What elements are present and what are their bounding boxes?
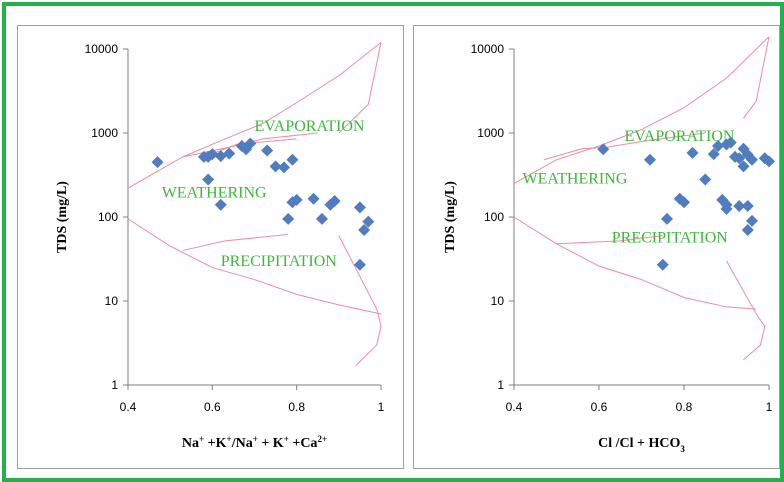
data-point <box>278 161 291 174</box>
data-point <box>733 200 746 213</box>
region-label-precipitation: PRECIPITATION <box>612 229 729 246</box>
data-point <box>737 160 750 173</box>
data-point <box>269 160 282 173</box>
region-label-evaporation: EVAPORATION <box>255 118 365 135</box>
x-tick-label: 1 <box>766 400 773 414</box>
y-tick-label: 10 <box>105 294 119 308</box>
data-point <box>202 173 215 186</box>
data-point <box>358 224 371 237</box>
chart-panel-left: 1 10 100 1000 10000 0.4 0.6 0.8 1 EVAPORATION WEAT… <box>17 25 404 469</box>
data-point <box>597 143 610 156</box>
x-tick-label: 0.6 <box>204 400 221 414</box>
gibbs-plot-cations: 1 10 100 1000 10000 0.4 0.6 0.8 1 EVAPORATION WEAT… <box>55 41 385 451</box>
evaporation-divider <box>543 148 583 161</box>
inner-upper-line <box>581 132 706 150</box>
y-tick-label: 100 <box>484 210 504 224</box>
data-point <box>290 193 303 206</box>
boundary-upper-curve <box>127 41 382 189</box>
data-point <box>328 195 341 208</box>
y-tick-label: 10 <box>491 294 505 308</box>
y-tick-label: 10000 <box>85 42 119 56</box>
x-tick-label: 0.6 <box>591 400 608 414</box>
data-point <box>712 140 724 153</box>
data-point <box>678 196 690 209</box>
inner-lower-line <box>182 233 289 251</box>
y-tick-label: 1000 <box>91 126 118 140</box>
data-point <box>720 202 733 215</box>
data-point <box>353 201 366 214</box>
data-point <box>286 153 299 166</box>
data-point <box>741 200 754 213</box>
boundary-right-lower <box>726 260 766 361</box>
x-tick-label: 0.4 <box>120 400 137 414</box>
data-point <box>741 224 754 237</box>
y-tick-label: 1 <box>111 378 118 392</box>
boundary-right-upper <box>743 36 770 119</box>
data-point <box>223 147 236 160</box>
gibbs-plot-anions: 1 10 100 1000 10000 0.4 0.6 0.8 1 EVAPORATION WEAT… <box>443 36 775 454</box>
y-tick-label: 1 <box>497 378 504 392</box>
x-tick-label: 0.8 <box>288 400 305 414</box>
data-point <box>724 136 737 149</box>
x-axis-label: Na+ +K+/Na+ + K+ +Ca2+ <box>182 434 327 451</box>
data-point <box>214 198 227 211</box>
data-point <box>746 214 758 227</box>
data-point <box>763 155 775 168</box>
data-point <box>244 137 257 150</box>
data-point <box>282 212 295 225</box>
y-axis-label: TDS (mg/L) <box>55 181 70 253</box>
data-point <box>686 146 699 159</box>
data-point <box>202 150 215 163</box>
region-label-weathering: WEATHERING <box>523 171 628 188</box>
x-tick-label: 0.8 <box>676 400 693 414</box>
region-label-precipitation: PRECIPITATION <box>221 253 338 270</box>
inner-lower-line <box>556 235 663 245</box>
data-point <box>151 156 164 169</box>
data-point <box>656 258 669 271</box>
y-tick-label: 1000 <box>477 126 504 140</box>
x-axis-label: Cl /Cl + HCO3 <box>598 436 685 454</box>
x-tick-label: 1 <box>378 400 385 414</box>
y-tick-label: 100 <box>98 210 118 224</box>
x-tick-label: 0.4 <box>506 400 523 414</box>
chart-panel-right: 1 10 100 1000 10000 0.4 0.6 0.8 1 EVAPORATION WEAT… <box>413 25 780 469</box>
region-label-evaporation: EVAPORATION <box>625 128 735 145</box>
data-point <box>699 173 712 186</box>
data-point <box>746 153 758 166</box>
data-point <box>707 148 720 161</box>
boundary-right-upper <box>338 42 382 134</box>
data-point <box>644 153 656 166</box>
data-point <box>307 192 320 205</box>
y-tick-label: 10000 <box>471 42 505 56</box>
data-point <box>315 212 328 225</box>
boundary-upper-curve <box>513 36 770 185</box>
data-point <box>661 212 673 225</box>
y-axis-label: TDS (mg/L) <box>443 181 458 253</box>
data-point <box>353 258 366 271</box>
data-point <box>261 144 274 157</box>
region-label-weathering: WEATHERING <box>162 185 267 202</box>
data-point <box>362 215 375 228</box>
boundary-lower-curve <box>127 218 382 315</box>
boundary-right-lower <box>338 235 382 366</box>
